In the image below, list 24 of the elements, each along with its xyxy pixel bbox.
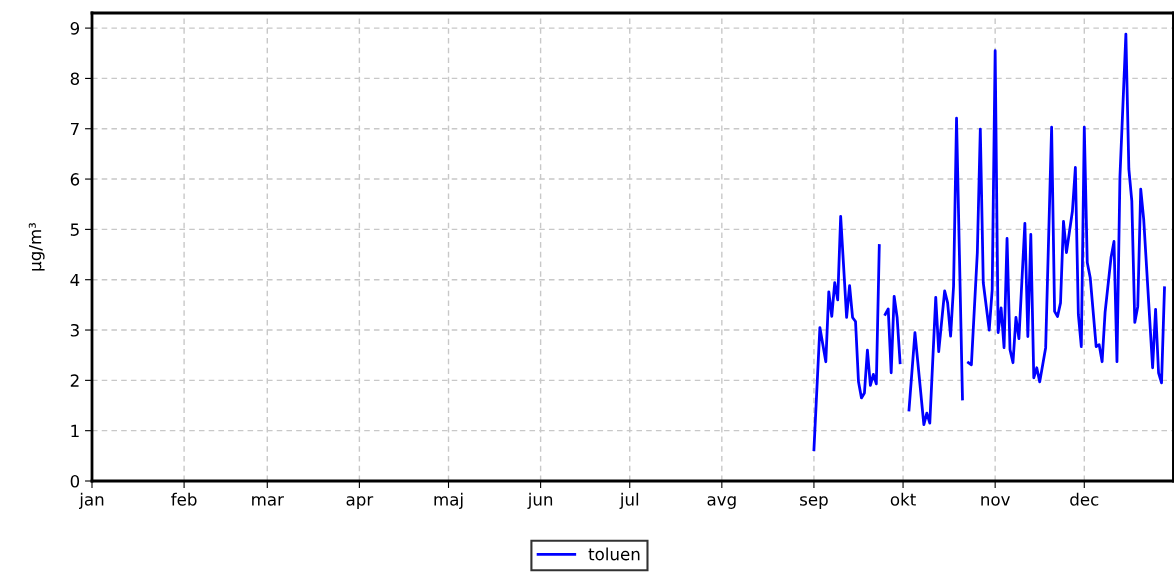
- x-tick-label: mar: [252, 496, 284, 506]
- legend-label: toluen: [588, 547, 640, 561]
- x-tick-label: avg: [707, 496, 736, 509]
- x-tick-label: nov: [981, 496, 1010, 506]
- y-tick-label: 3: [70, 323, 79, 337]
- y-tick-label: 5: [70, 223, 79, 236]
- y-tick-label: 6: [70, 173, 80, 186]
- y-tick-label: 1: [71, 424, 79, 438]
- x-tick-label: dec: [1070, 492, 1099, 506]
- x-tick-label: jul: [619, 492, 639, 509]
- x-tick-label: sep: [800, 496, 828, 509]
- y-tick-label: 8: [70, 72, 80, 85]
- y-tick-label: 4: [70, 273, 80, 287]
- y-tick-label: 9: [70, 22, 80, 35]
- x-tick-label: jan: [78, 492, 104, 509]
- y-tick-label: 2: [70, 374, 79, 387]
- y-axis-title: µg/m³: [28, 222, 45, 271]
- x-tick-label: okt: [890, 492, 916, 506]
- x-tick-label: maj: [434, 492, 463, 509]
- x-tick-label: apr: [346, 496, 374, 509]
- x-tick-label: jun: [527, 492, 553, 509]
- y-tick-label: 0: [70, 474, 80, 488]
- y-tick-label: 7: [70, 122, 79, 136]
- x-tick-label: feb: [171, 492, 197, 506]
